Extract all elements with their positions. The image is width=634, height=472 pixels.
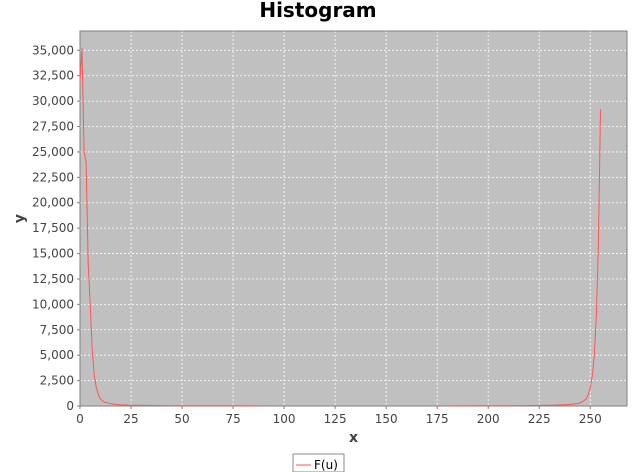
legend: F(u) [292,453,345,472]
y-tick-label-9: 22,500 [32,170,74,184]
y-tick-label-11: 27,500 [32,120,74,134]
chart-title: Histogram [259,0,376,22]
y-tick-label-0: 0 [66,399,74,413]
y-tick-label-3: 7,500 [40,323,74,337]
x-tick-label-9: 225 [528,412,551,426]
y-tick-label-1: 2,500 [40,374,74,388]
y-tick-label-7: 17,500 [32,221,74,235]
series-line-f-u-segment-0 [79,48,258,407]
x-tick-label-8: 200 [477,412,500,426]
x-tick-label-4: 100 [273,412,296,426]
x-tick-label-1: 25 [123,412,138,426]
plot-area [80,31,627,406]
y-axis-title: y [12,214,28,223]
x-tick-label-0: 0 [76,412,84,426]
y-tick-label-10: 25,000 [32,145,74,159]
grid-lines [79,31,627,407]
legend-box [292,453,345,472]
y-tick-label-2: 5,000 [40,348,74,362]
series-layer [79,48,601,407]
y-tick-label-4: 10,000 [32,297,74,311]
plot-border [79,30,628,407]
x-tick-label-10: 250 [579,412,602,426]
x-tick-label-6: 150 [375,412,398,426]
y-tick-label-8: 20,000 [32,196,74,210]
y-tick-label-13: 32,500 [32,69,74,83]
x-tick-label-3: 75 [225,412,240,426]
x-tick-label-7: 175 [426,412,449,426]
x-axis-title: x [349,430,358,446]
y-tick-label-6: 15,000 [32,247,74,261]
y-tick-label-12: 30,000 [32,94,74,108]
x-tick-label-5: 125 [324,412,347,426]
legend-label-f-u: F(u) [314,458,338,472]
series-line-f-u-segment-3 [449,109,601,407]
y-tick-label-14: 35,000 [32,43,74,57]
tick-labels: 0 25 50 75 100 125 150 175 200 225 250 0 2,500 5,000 7… [32,43,602,426]
x-tick-label-2: 50 [174,412,189,426]
y-tick-label-5: 12,500 [32,272,74,286]
